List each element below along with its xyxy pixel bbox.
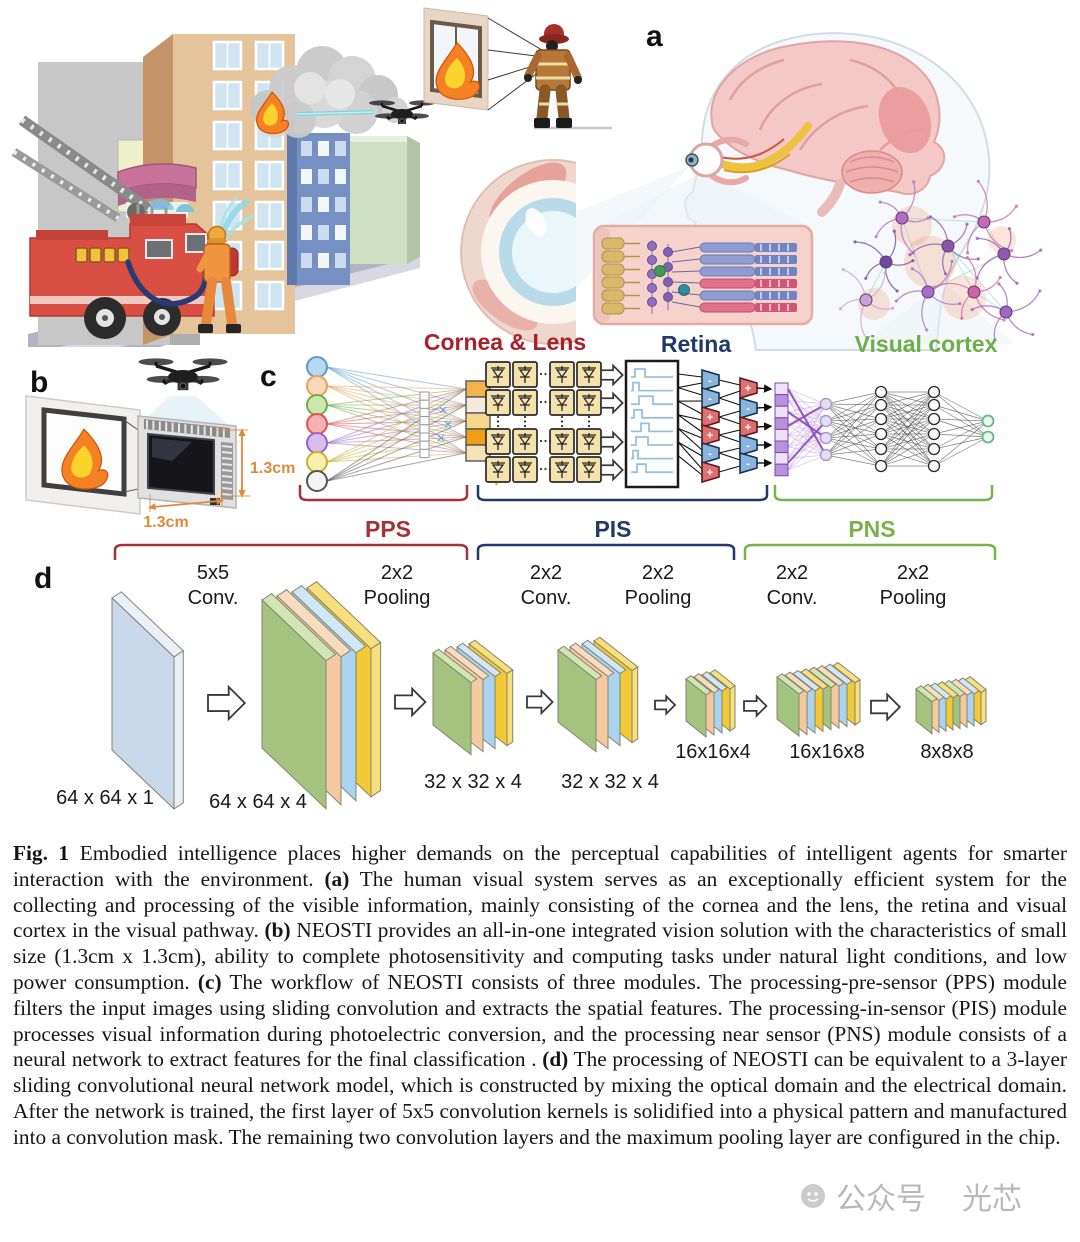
surveillance-drone bbox=[369, 100, 435, 124]
op-label: 2x2 bbox=[776, 562, 808, 584]
retina-illustration bbox=[592, 224, 814, 326]
svg-text:+: + bbox=[745, 422, 751, 434]
layer-size-label: 64 x 64 x 4 bbox=[209, 791, 307, 813]
panel-a-scene: a Cornea & Lens Retina Visual cortex bbox=[11, 7, 1043, 357]
layer-size-label: 64 x 64 x 1 bbox=[56, 787, 154, 809]
op-label: Pooling bbox=[880, 587, 947, 609]
pns-label: PNS bbox=[848, 516, 895, 542]
figure-1-illustration: a Cornea & Lens Retina Visual cortex b bbox=[11, 7, 1043, 813]
op-label: Pooling bbox=[625, 587, 692, 609]
layer-size-label: 16x16x4 bbox=[675, 741, 751, 763]
svg-text:-: - bbox=[708, 393, 712, 405]
svg-text:-: - bbox=[746, 440, 750, 452]
visual-cortex-label: Visual cortex bbox=[855, 331, 998, 357]
cnn-brackets bbox=[113, 543, 997, 560]
neosti-chip bbox=[137, 415, 237, 509]
panel-c-workflow: c - - + + - + + - + - - PPS PIS PNS bbox=[260, 356, 995, 542]
caption-segment: (b) bbox=[264, 918, 291, 943]
op-label: Conv. bbox=[521, 587, 572, 609]
eye bbox=[685, 136, 749, 186]
panel-d-letter: d bbox=[34, 562, 52, 595]
svg-text:-: - bbox=[708, 448, 712, 460]
op-label: Conv. bbox=[767, 587, 818, 609]
caption-segment: NEOSTI provides an all-in-one integrated… bbox=[13, 918, 1067, 994]
layer-size-label: 32 x 32 x 4 bbox=[424, 771, 522, 793]
caption-segment: Fig. 1 bbox=[13, 841, 70, 865]
op-label: Pooling bbox=[364, 587, 431, 609]
svg-text:+: + bbox=[745, 383, 751, 395]
svg-text:-: - bbox=[746, 403, 750, 415]
wechat-icon bbox=[801, 1184, 825, 1208]
truck-wheel bbox=[84, 297, 126, 339]
cnn-feature-blocks bbox=[111, 581, 987, 811]
blue-building bbox=[287, 133, 350, 285]
svg-text:+: + bbox=[707, 412, 713, 424]
svg-text:-: - bbox=[708, 375, 712, 387]
caption-segment: (c) bbox=[197, 969, 222, 994]
fire-target-panel bbox=[25, 395, 141, 515]
retina-label: Retina bbox=[661, 331, 732, 357]
figure-caption: Fig. 1 Embodied intelligence places high… bbox=[0, 841, 1080, 1151]
watermark-text: 公众号 bbox=[836, 1182, 926, 1217]
caption-segment: The processing of NEOSTI can be equivale… bbox=[13, 1047, 1067, 1149]
watermark: 公众号 光芯 bbox=[800, 1174, 1022, 1218]
op-label: 5x5 bbox=[197, 562, 229, 584]
brain bbox=[710, 40, 945, 217]
drone-with-chip bbox=[138, 358, 228, 391]
standing-firefighter bbox=[524, 24, 612, 130]
caption-segment: Embodied intelligence places higher dema… bbox=[13, 841, 1067, 891]
pis-label: PIS bbox=[594, 516, 631, 542]
pis-module-art: - - + + - + + - + - - bbox=[485, 359, 773, 489]
op-label: 2x2 bbox=[897, 562, 929, 584]
op-label: Conv. bbox=[188, 587, 239, 609]
panel-d-cnn: d 5x5 Conv. 2x2 Pooling 2x2 Conv. 2x2 Po… bbox=[34, 543, 997, 813]
svg-text:-: - bbox=[746, 458, 750, 470]
green-building bbox=[350, 136, 420, 264]
fire-hose bbox=[125, 259, 209, 307]
panel-b-neosti-chip: b bbox=[25, 358, 295, 531]
panel-a-letter: a bbox=[646, 20, 663, 53]
panel-b-letter: b bbox=[30, 366, 48, 399]
cnn-operation-labels: 5x5 Conv. 2x2 Pooling 2x2 Conv. 2x2 Pool… bbox=[188, 562, 947, 609]
chip-dim-horizontal: 1.3cm bbox=[143, 514, 188, 531]
caption-segment: The human visual system serves as an exc… bbox=[13, 866, 1067, 943]
pps-label: PPS bbox=[365, 516, 411, 542]
svg-text:+: + bbox=[707, 430, 713, 442]
pps-module-art bbox=[306, 356, 498, 492]
op-label: 2x2 bbox=[642, 562, 674, 584]
op-label: 2x2 bbox=[530, 562, 562, 584]
visual-cortex-illustration bbox=[838, 179, 1043, 342]
caption-text: Fig. 1 Embodied intelligence places high… bbox=[13, 841, 1067, 1151]
caption-segment: (d) bbox=[542, 1047, 569, 1072]
layer-size-label: 16x16x8 bbox=[789, 741, 865, 763]
pns-module-art bbox=[774, 382, 995, 477]
cerebellum bbox=[841, 150, 903, 194]
caption-segment: The workflow of NEOSTI consists of three… bbox=[13, 969, 1067, 1072]
svg-text:+: + bbox=[707, 467, 713, 479]
firefighter-with-hose bbox=[196, 196, 254, 333]
cnn-layer-labels: 64 x 64 x 1 64 x 64 x 4 32 x 32 x 4 32 x… bbox=[56, 741, 974, 813]
module-brackets bbox=[298, 485, 994, 502]
cornea-lens-label: Cornea & Lens bbox=[424, 329, 586, 355]
cornea-lens-illustration bbox=[460, 159, 576, 345]
truck-wheel bbox=[143, 298, 181, 336]
fire-truck bbox=[29, 199, 219, 339]
layer-size-label: 32 x 32 x 4 bbox=[561, 771, 659, 793]
building-fire bbox=[256, 91, 290, 135]
layer-size-label: 8x8x8 bbox=[920, 741, 973, 763]
op-label: 2x2 bbox=[381, 562, 413, 584]
caption-segment: (a) bbox=[324, 866, 350, 891]
optic-nerve bbox=[718, 122, 812, 172]
panel-c-letter: c bbox=[260, 360, 277, 393]
chip-dimensions bbox=[148, 428, 250, 512]
watermark-text: 光芯 bbox=[962, 1182, 1022, 1217]
chip-dim-vertical: 1.3cm bbox=[250, 460, 295, 477]
